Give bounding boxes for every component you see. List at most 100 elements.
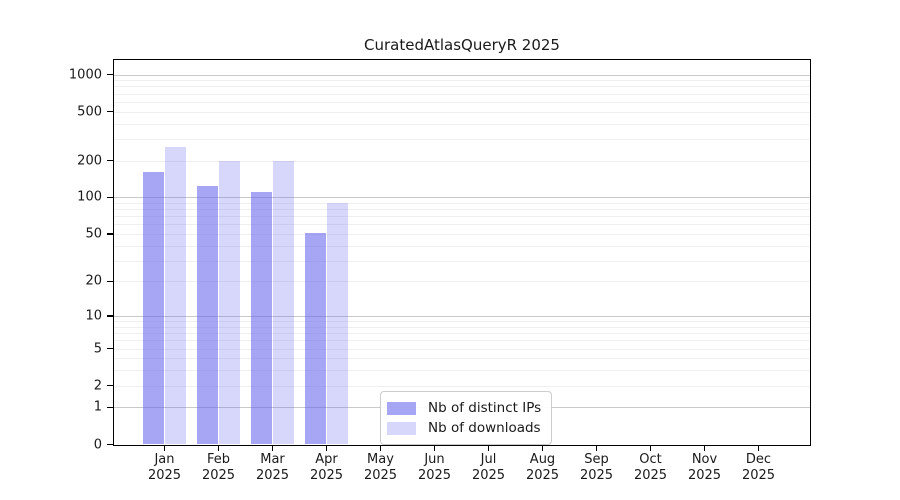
legend-swatch-distinct-ips [387,401,416,415]
legend: Nb of distinct IPs Nb of downloads [380,391,553,445]
x-tick-year: 2025 [363,467,398,483]
gridline-minor [114,245,810,247]
x-tick-label: Nov 2025 [675,452,735,484]
bar-distinct-ips [196,185,219,445]
x-tick-mark [595,444,598,451]
gridline-major [114,197,810,199]
y-tick-label: 20 [85,273,102,289]
y-tick-mark [107,196,113,199]
x-tick-month: Aug [529,451,556,467]
gridline-minor [114,93,810,95]
x-tick-month: Nov [691,451,718,467]
gridline-minor [114,370,810,372]
x-tick-label: Oct 2025 [621,452,681,484]
x-tick-label: May 2025 [351,452,411,484]
y-tick-label: 5 [93,341,102,357]
x-tick-month: Jul [480,451,497,467]
x-tick-mark [433,444,436,451]
gridline-minor [114,233,810,235]
x-tick-mark [541,444,544,451]
x-tick-month: Apr [315,451,338,467]
y-tick-mark [107,73,113,76]
x-tick-mark [163,444,166,451]
x-tick-year: 2025 [633,467,668,483]
x-tick-month: Feb [206,451,231,467]
gridline-minor [114,326,810,328]
gridline-minor [114,123,810,125]
bar-distinct-ips [142,172,165,445]
x-tick-year: 2025 [417,467,452,483]
x-tick-mark [703,444,706,451]
y-tick-mark [107,406,113,409]
x-tick-year: 2025 [201,467,236,483]
y-tick-mark [107,443,113,446]
bar-distinct-ips [304,232,327,445]
y-tick-mark [107,110,113,113]
y-tick-label: 1000 [68,67,102,83]
x-tick-month: May [367,451,394,467]
y-tick-label: 2 [93,378,102,394]
gridline-minor [114,348,810,350]
legend-label: Nb of downloads [428,420,541,436]
x-tick-mark [487,444,490,451]
x-tick-label: Apr 2025 [297,452,357,484]
x-tick-month: Sep [584,451,609,467]
x-tick-label: Mar 2025 [243,452,303,484]
gridline-minor [114,340,810,342]
x-tick-month: Oct [639,451,662,467]
gridline-minor [114,224,810,226]
gridline-minor [114,333,810,335]
x-tick-mark [325,444,328,451]
bar-downloads [218,160,241,445]
plot-area [114,60,810,445]
y-tick-label: 0 [93,437,102,452]
gridline-major [114,316,810,318]
x-tick-label: Jul 2025 [459,452,519,484]
legend-label: Nb of distinct IPs [428,400,542,416]
x-tick-year: 2025 [255,467,290,483]
y-tick-label: 200 [77,153,102,169]
y-tick-label: 1 [93,399,102,415]
x-tick-month: Jun [424,451,445,467]
gridline-minor [114,86,810,88]
x-tick-year: 2025 [579,467,614,483]
gridline-minor [114,160,810,162]
x-tick-label: Feb 2025 [189,452,249,484]
legend-entry: Nb of downloads [387,418,541,438]
x-tick-label: Jan 2025 [135,452,195,484]
gridline-minor [114,321,810,323]
x-tick-year: 2025 [147,467,182,483]
y-tick-mark [107,315,113,317]
x-tick-month: Jan [154,451,175,467]
y-tick-mark [107,280,113,283]
x-tick-year: 2025 [525,467,560,483]
gridline-minor [114,216,810,218]
legend-swatch-downloads [387,421,416,435]
chart-title: CuratedAtlasQueryR 2025 [364,36,560,54]
y-tick-mark [107,384,113,387]
y-tick-mark [107,347,113,350]
x-tick-month: Dec [745,451,772,467]
bar-downloads [164,146,187,445]
x-tick-mark [757,444,760,451]
gridline-major [114,74,810,76]
x-tick-mark [271,444,274,451]
x-tick-year: 2025 [741,467,776,483]
x-tick-label: Dec 2025 [729,452,789,484]
x-tick-year: 2025 [471,467,506,483]
x-tick-mark [649,444,652,451]
x-tick-year: 2025 [309,467,344,483]
x-tick-mark [217,444,220,451]
x-tick-month: Mar [260,451,285,467]
gridline-minor [114,209,810,211]
y-tick-label: 10 [85,308,102,324]
x-tick-label: Aug 2025 [513,452,573,484]
y-tick-label: 50 [85,226,102,242]
gridline-minor [114,80,810,82]
gridline-minor [114,358,810,360]
x-tick-label: Jun 2025 [405,452,465,484]
gridline-minor [114,385,810,387]
gridline-minor [114,111,810,113]
y-tick-mark [107,159,113,162]
